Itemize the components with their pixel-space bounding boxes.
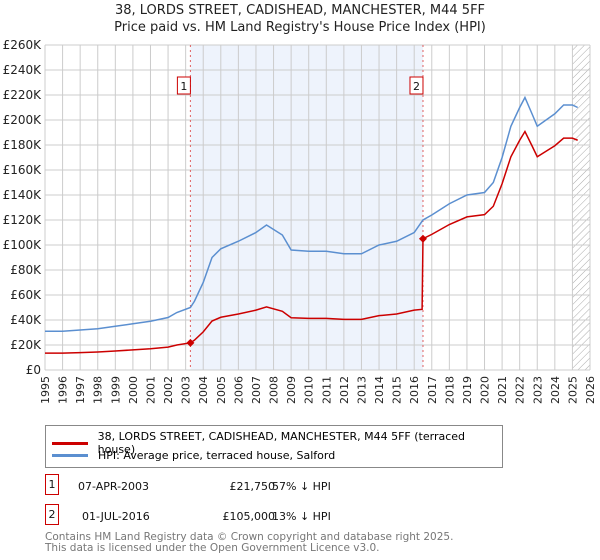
x-tick-label: 2012 xyxy=(338,376,351,404)
x-tick-label: 2008 xyxy=(268,376,281,404)
y-tick-label: £40K xyxy=(10,313,42,327)
x-tick-label: 2011 xyxy=(320,376,333,404)
x-tick-label: 2017 xyxy=(426,376,439,404)
chart-title: 38, LORDS STREET, CADISHEAD, MANCHESTER,… xyxy=(114,3,486,18)
forecast-hatch xyxy=(572,45,590,370)
y-tick-label: £140K xyxy=(3,188,43,202)
chart-subtitle: Price paid vs. HM Land Registry's House … xyxy=(114,20,486,35)
x-tick-label: 2022 xyxy=(514,376,527,404)
sale-price: £21,750 xyxy=(229,480,276,493)
x-tick-label: 2009 xyxy=(285,376,298,404)
sale-point xyxy=(186,338,195,347)
x-tick-label: 1996 xyxy=(57,376,70,404)
x-tick-label: 2006 xyxy=(232,376,245,404)
sale-date: 07-APR-2003 xyxy=(78,480,150,493)
x-tick-label: 2015 xyxy=(391,376,404,404)
x-tick-label: 2003 xyxy=(180,376,193,404)
sale-label-box xyxy=(409,76,424,95)
footer: Contains HM Land Registry data © Crown c… xyxy=(45,532,453,554)
x-tick-label: 1998 xyxy=(92,376,105,404)
y-tick-label: £100K xyxy=(3,238,43,252)
y-tick-label: £80K xyxy=(10,263,42,277)
y-tick-label: £160K xyxy=(3,163,43,177)
x-tick-label: 2020 xyxy=(479,376,492,404)
sale-period-shading xyxy=(190,45,423,370)
y-tick-label: £260K xyxy=(3,38,43,52)
x-tick-label: 2024 xyxy=(549,376,562,404)
x-tick-label: 1995 xyxy=(39,376,52,404)
legend-label-property: 38, LORDS STREET, CADISHEAD, MANCHESTER,… xyxy=(97,430,466,456)
x-tick-label: 2019 xyxy=(461,376,474,404)
plot-area: 1995 1996 1997 1998 1999 2000 2001 2002 2003 2004… xyxy=(3,38,597,404)
x-tick-label: 2026 xyxy=(584,376,597,404)
sale-label: 2 xyxy=(413,80,420,93)
property-price-line xyxy=(45,129,578,354)
x-tick-label: 2021 xyxy=(496,376,509,404)
x-tick-label: 2018 xyxy=(443,376,456,404)
x-tick-label: 2004 xyxy=(197,376,210,404)
footer-line: This data is licensed under the Open Gov… xyxy=(45,542,380,554)
sale-point xyxy=(418,234,427,243)
x-tick-label: 2005 xyxy=(215,376,228,404)
x-tick-label: 2014 xyxy=(373,376,386,404)
x-tick-label: 2007 xyxy=(250,376,263,404)
x-tick-label: 1999 xyxy=(109,376,122,404)
x-tick-label: 2016 xyxy=(408,376,421,404)
hpi-line xyxy=(45,95,579,332)
x-tick-label: 2001 xyxy=(144,376,157,404)
sale-price: £105,000 xyxy=(222,510,276,523)
footer-line: Contains HM Land Registry data © Crown c… xyxy=(45,531,454,543)
sale-delta: 57% ↓ HPI xyxy=(272,480,331,493)
x-tick-label: 1997 xyxy=(74,376,87,404)
x-tick-label: 2013 xyxy=(355,376,368,404)
x-tick-label: 2025 xyxy=(566,376,579,404)
y-tick-label: £180K xyxy=(3,138,43,152)
sale-label-box xyxy=(176,76,191,95)
x-tick-label: 2010 xyxy=(303,376,316,404)
y-tick-label: £120K xyxy=(3,213,43,227)
sale-date: 01-JUL-2016 xyxy=(82,510,150,523)
sale-label: 1 xyxy=(180,80,187,93)
x-tick-label: 2000 xyxy=(127,376,140,404)
sale-marker-box: 2 xyxy=(45,504,59,525)
legend-swatch-red xyxy=(52,441,88,445)
legend-label-hpi: HPI: Average price, terraced house, Salf… xyxy=(98,449,336,462)
legend-swatch-blue xyxy=(52,454,88,457)
x-tick-label: 2023 xyxy=(531,376,544,404)
y-tick-label: £220K xyxy=(3,88,43,102)
sale-delta: 13% ↓ HPI xyxy=(272,510,331,523)
legend: 38, LORDS STREET, CADISHEAD, MANCHESTER,… xyxy=(45,425,503,468)
y-tick-label: £20K xyxy=(10,338,42,352)
y-tick-label: £240K xyxy=(3,63,43,77)
y-tick-label: £200K xyxy=(3,113,43,127)
y-tick-label: £60K xyxy=(10,288,42,302)
sale-marker-box: 1 xyxy=(45,474,59,495)
x-tick-label: 2002 xyxy=(162,376,175,404)
y-tick-label: £0 xyxy=(26,363,41,377)
